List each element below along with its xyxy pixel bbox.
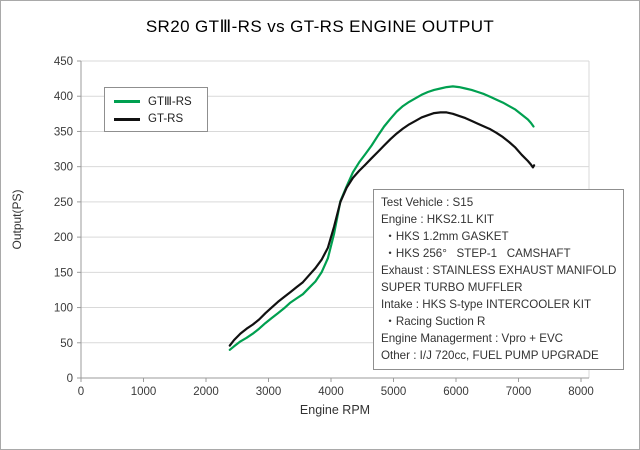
x-tick-label: 8000: [568, 386, 594, 398]
x-tick-label: 5000: [381, 386, 407, 398]
series-line-1: [228, 111, 536, 347]
y-tick-label: 150: [54, 267, 73, 279]
info-line-other: Other : I/J 720cc, FUEL PUMP UPGRADE: [381, 349, 599, 363]
y-tick-label: 350: [54, 126, 73, 138]
x-tick-label: 7000: [506, 386, 532, 398]
chart-legend: GTⅢ-RS GT-RS: [104, 87, 208, 132]
test-vehicle-infobox: Test Vehicle : S15 Engine : HKS2.1L KIT …: [373, 189, 624, 370]
info-line-exhaust: Exhaust : STAINLESS EXHAUST MANIFOLD: [381, 263, 617, 277]
info-line-camshaft: ・HKS 256° STEP-1 CAMSHAFT: [381, 246, 571, 260]
legend-item-gt3rs: GTⅢ-RS: [114, 94, 207, 108]
y-tick-label: 450: [54, 56, 73, 68]
x-tick-label: 4000: [318, 386, 344, 398]
x-tick-label: 1000: [131, 386, 157, 398]
y-tick-label: 50: [60, 338, 73, 350]
y-tick-label: 100: [54, 303, 73, 315]
x-tick-label: 2000: [193, 386, 219, 398]
info-line-suction: ・Racing Suction R: [381, 315, 486, 329]
legend-label-gtrs: GT-RS: [148, 113, 184, 125]
info-line-engine: Engine : HKS2.1L KIT: [381, 212, 494, 226]
chart-title: SR20 GTⅢ-RS vs GT-RS ENGINE OUTPUT: [145, 17, 495, 36]
series-line-0: [228, 85, 535, 351]
y-tick-label: 250: [54, 197, 73, 209]
x-tick-label: 0: [78, 386, 84, 398]
info-line-intake: Intake : HKS S-type INTERCOOLER KIT: [381, 298, 592, 312]
y-axis-title: Output(PS): [10, 189, 24, 249]
y-tick-label: 400: [54, 91, 73, 103]
gt3rs-line-swatch: [114, 99, 140, 103]
y-tick-label: 0: [67, 373, 73, 385]
y-tick-label: 300: [54, 162, 73, 174]
info-line-gasket: ・HKS 1.2mm GASKET: [381, 229, 509, 243]
x-tick-label: 6000: [443, 386, 469, 398]
info-line-management: Engine Managerment : Vpro + EVC: [381, 332, 564, 346]
legend-item-gtrs: GT-RS: [114, 113, 207, 125]
info-line-vehicle: Test Vehicle : S15: [381, 195, 474, 209]
y-tick-label: 200: [54, 232, 73, 244]
x-tick-label: 3000: [256, 386, 282, 398]
info-line-muffler: SUPER TURBO MUFFLER: [381, 281, 523, 295]
legend-label-gt3rs: GTⅢ-RS: [148, 96, 192, 108]
x-axis-title: Engine RPM: [300, 403, 370, 417]
gtrs-line-swatch: [114, 117, 140, 121]
